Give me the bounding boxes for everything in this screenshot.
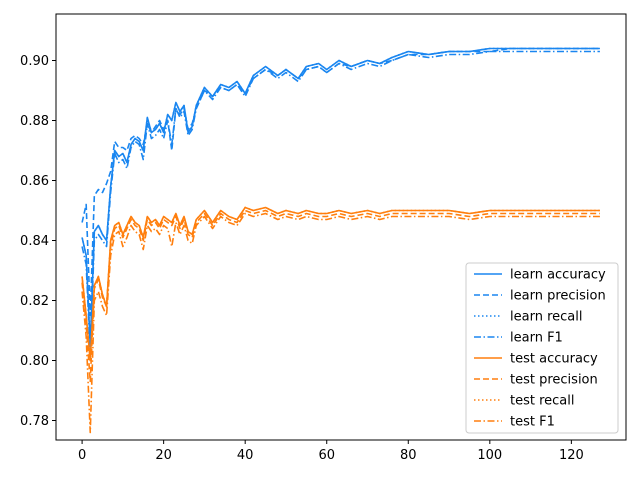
x-tick-label: 40 [237, 448, 254, 463]
series-line-test-f1 [81, 212, 600, 434]
legend-label: learn F1 [510, 331, 563, 346]
x-tick-label: 100 [477, 448, 502, 463]
x-tick-label: 80 [400, 448, 417, 463]
series-line-test-precision [81, 209, 600, 383]
series-line-learn-f1 [81, 50, 600, 356]
x-tick-label: 20 [155, 448, 172, 463]
legend-box [465, 262, 619, 434]
x-tick-label: 0 [78, 448, 86, 463]
y-tick-label: 0.78 [20, 414, 49, 429]
y-tick-label: 0.88 [20, 114, 49, 129]
legend-label: learn accuracy [510, 268, 606, 283]
legend-label: test recall [510, 394, 575, 409]
legend-label: learn recall [510, 310, 582, 325]
x-tick-label: 120 [559, 448, 584, 463]
x-axis: 0 20 40 60 80 100 120 [78, 440, 584, 463]
legend-label: learn precision [510, 289, 606, 304]
plot-lines [81, 47, 600, 434]
y-tick-label: 0.90 [20, 54, 49, 69]
legend: learn accuracy learn precision learn recal… [465, 262, 619, 434]
legend-label: test F1 [510, 415, 555, 430]
y-tick-label: 0.82 [20, 294, 49, 309]
y-tick-label: 0.86 [20, 174, 49, 189]
legend-label: test precision [510, 373, 598, 388]
plot-frame [55, 13, 627, 441]
series-line-test-recall [81, 206, 600, 362]
y-tick-label: 0.84 [20, 234, 49, 249]
series-line-learn-recall [81, 47, 600, 347]
legend-label: test accuracy [510, 352, 598, 367]
y-axis: 0.78 0.80 0.82 0.84 0.86 0.88 0.90 [20, 54, 56, 429]
x-tick-label: 60 [318, 448, 335, 463]
y-tick-label: 0.80 [20, 354, 49, 369]
